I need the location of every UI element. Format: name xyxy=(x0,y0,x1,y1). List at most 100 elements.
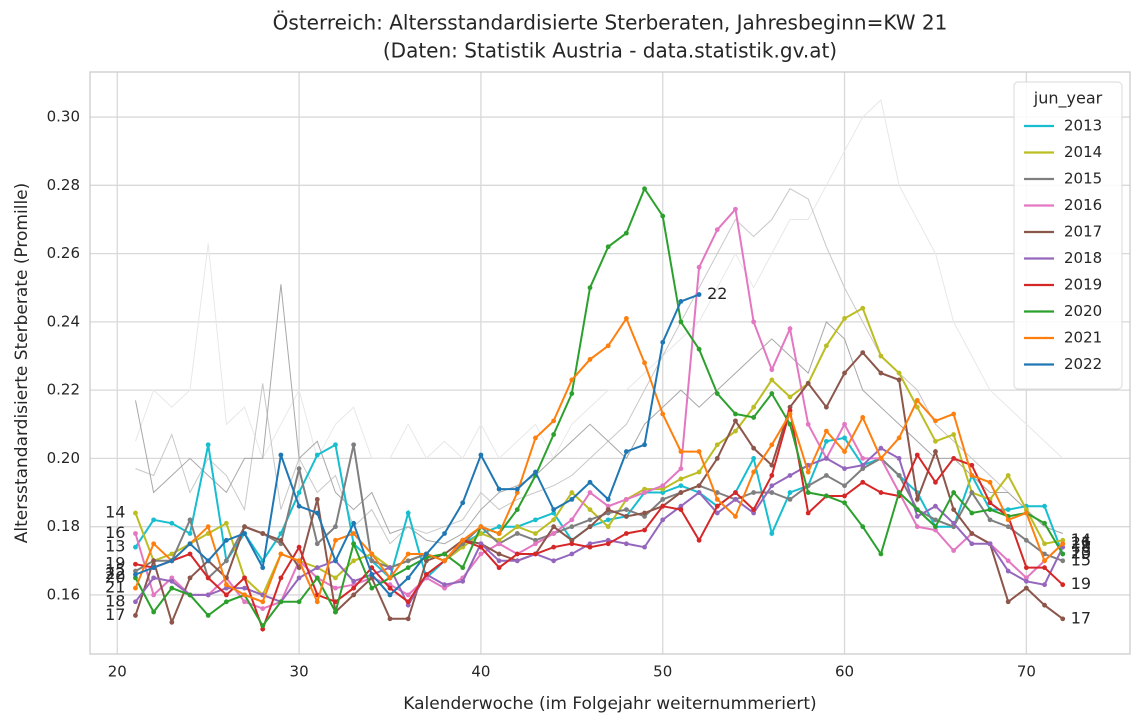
series-end-label: 15 xyxy=(105,561,125,580)
point xyxy=(860,462,866,468)
x-tick-label: 30 xyxy=(290,663,309,681)
point xyxy=(933,479,938,485)
point xyxy=(460,500,466,506)
point xyxy=(751,490,757,495)
point xyxy=(533,435,538,441)
y-axis-label: Altersstandardisierte Sterberate (Promil… xyxy=(12,183,32,544)
x-tick-label: 70 xyxy=(1017,663,1036,681)
point xyxy=(933,517,938,523)
point xyxy=(405,551,411,557)
point xyxy=(242,592,247,598)
point xyxy=(514,507,520,513)
point xyxy=(133,575,138,581)
point xyxy=(823,343,829,349)
point xyxy=(187,551,193,557)
point xyxy=(678,483,684,489)
point xyxy=(1005,517,1011,523)
point xyxy=(133,531,138,536)
legend-label: 2015 xyxy=(1064,170,1102,188)
point xyxy=(1042,602,1047,608)
y-tick-label: 0.20 xyxy=(47,449,80,467)
point xyxy=(551,517,557,523)
point xyxy=(605,496,611,502)
point xyxy=(1023,537,1029,543)
point xyxy=(769,490,775,495)
point xyxy=(260,599,266,605)
legend-title: jun_year xyxy=(1033,89,1103,109)
point xyxy=(369,572,375,577)
point xyxy=(442,582,447,588)
point xyxy=(551,558,557,564)
point xyxy=(314,541,320,547)
point xyxy=(333,442,338,448)
point xyxy=(1023,507,1029,513)
point xyxy=(587,285,593,291)
legend-label: 2017 xyxy=(1064,223,1102,241)
point xyxy=(569,490,575,495)
legend-label: 2022 xyxy=(1064,355,1102,373)
point xyxy=(1042,582,1047,588)
line xyxy=(135,284,1063,545)
point xyxy=(642,514,647,519)
point xyxy=(496,524,502,530)
point xyxy=(751,445,757,451)
point xyxy=(623,531,629,536)
point xyxy=(1042,520,1047,526)
point xyxy=(1005,524,1011,530)
point xyxy=(314,575,320,581)
point xyxy=(787,326,793,332)
point xyxy=(1023,565,1029,571)
point xyxy=(133,568,138,574)
point xyxy=(551,524,557,530)
point xyxy=(223,592,229,598)
point xyxy=(478,452,484,458)
point xyxy=(314,565,320,571)
point xyxy=(133,561,138,567)
point xyxy=(587,507,593,513)
point xyxy=(260,626,266,632)
point xyxy=(823,473,829,478)
point xyxy=(569,391,575,396)
point xyxy=(642,544,647,550)
point xyxy=(660,503,666,509)
legend-label: 2016 xyxy=(1064,196,1102,214)
point xyxy=(442,551,447,557)
point xyxy=(623,541,629,547)
point xyxy=(587,490,593,495)
point xyxy=(805,510,811,516)
point xyxy=(660,496,666,502)
point xyxy=(842,435,847,441)
point xyxy=(733,411,738,417)
point xyxy=(296,503,302,509)
legend-label: 2020 xyxy=(1064,302,1102,320)
point xyxy=(733,206,738,212)
line xyxy=(134,206,1064,610)
point xyxy=(605,244,611,250)
point xyxy=(714,227,720,233)
point xyxy=(205,524,211,530)
point xyxy=(187,531,193,536)
point xyxy=(1023,585,1029,591)
point xyxy=(678,476,684,482)
point xyxy=(842,370,847,376)
point xyxy=(369,558,375,564)
series-end-label: 21 xyxy=(1071,533,1091,552)
y-tick-label: 0.22 xyxy=(47,381,80,399)
point xyxy=(605,343,611,349)
point xyxy=(496,558,502,564)
point xyxy=(1005,568,1011,574)
point xyxy=(514,551,520,557)
point xyxy=(169,520,175,526)
point xyxy=(333,599,338,605)
point xyxy=(1060,616,1066,622)
point xyxy=(587,517,593,523)
point xyxy=(278,537,284,543)
point xyxy=(696,292,702,297)
point xyxy=(878,456,884,461)
point xyxy=(351,558,357,564)
point xyxy=(533,531,538,536)
point xyxy=(205,575,211,581)
point xyxy=(205,592,211,598)
point xyxy=(896,370,902,376)
point xyxy=(860,305,866,311)
